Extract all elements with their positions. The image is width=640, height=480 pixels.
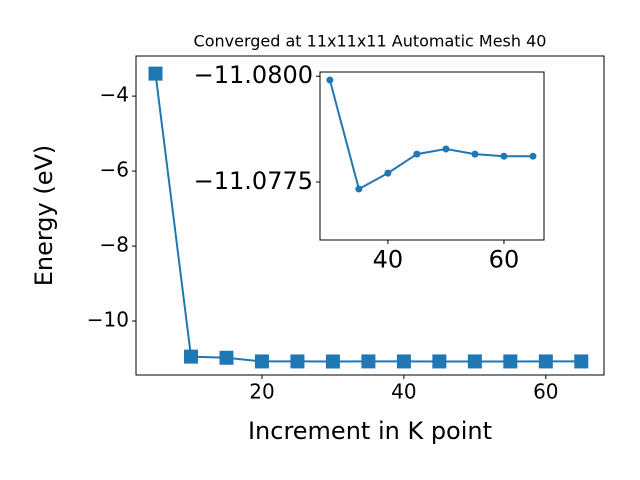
marker <box>432 354 447 369</box>
marker <box>290 354 305 369</box>
y-tick-label: −11.0800 <box>194 61 313 89</box>
x-tick-label: 40 <box>373 245 404 273</box>
y-tick-label: −8 <box>100 233 129 257</box>
marker <box>325 354 340 369</box>
marker <box>500 152 508 160</box>
marker <box>503 354 518 369</box>
y-axis-label: Energy (eV) <box>30 145 58 287</box>
x-axis-label: Increment in K point <box>248 417 492 445</box>
x-tick-label: 20 <box>249 380 274 404</box>
marker <box>148 66 163 81</box>
y-tick-label: −6 <box>100 158 129 182</box>
marker <box>467 354 482 369</box>
marker <box>355 185 363 193</box>
marker <box>529 152 537 160</box>
marker <box>471 150 479 158</box>
marker <box>254 354 269 369</box>
x-tick-label: 60 <box>533 380 558 404</box>
marker <box>219 350 234 365</box>
chart-title: Converged at 11x11x11 Automatic Mesh 40 <box>194 32 547 51</box>
y-tick-label: −10 <box>87 308 129 332</box>
marker <box>396 354 411 369</box>
x-tick-label: 40 <box>391 380 416 404</box>
marker <box>326 76 334 84</box>
marker <box>574 354 589 369</box>
marker <box>413 150 421 158</box>
marker <box>183 349 198 364</box>
y-tick-label: −11.0775 <box>194 167 313 195</box>
y-tick-label: −4 <box>100 83 129 107</box>
marker <box>384 169 392 177</box>
marker <box>442 145 450 153</box>
marker <box>538 354 553 369</box>
series-line <box>328 79 533 191</box>
x-tick-label: 60 <box>489 245 520 273</box>
marker <box>361 354 376 369</box>
